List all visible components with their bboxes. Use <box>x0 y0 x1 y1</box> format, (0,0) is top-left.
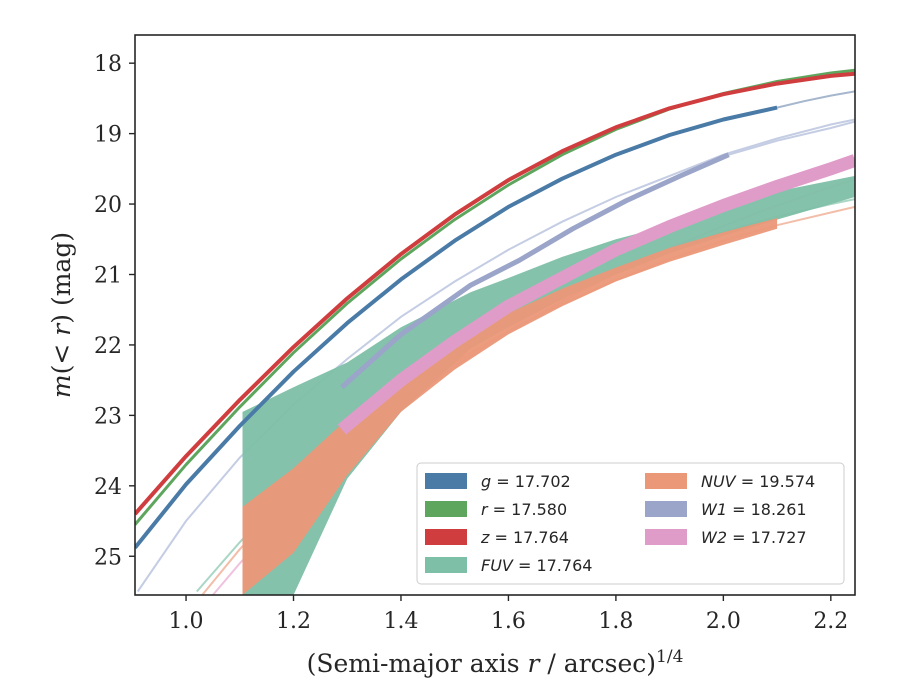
legend-swatch-r <box>425 501 467 517</box>
legend-entry-fuv: FUV = 17.764 <box>481 556 592 575</box>
axis-ticks: 1.0 1.2 1.4 1.6 1.8 2.0 2.2 18 19 20 21 22 23 24 25 <box>94 52 848 634</box>
plot-frame <box>134 34 856 596</box>
legend-entry-z: z = 17.764 <box>480 528 569 547</box>
plot-area <box>135 68 855 595</box>
series-line-g <box>135 105 778 550</box>
x-tick-label: 1.6 <box>491 609 526 634</box>
x-tick-label: 1.8 <box>598 609 633 634</box>
legend-entry-nuv: NUV = 19.574 <box>701 472 815 491</box>
legend-swatch-nuv <box>645 473 687 489</box>
legend-entry-w2: W2 = 17.727 <box>701 528 807 547</box>
y-tick-label: 25 <box>94 545 122 570</box>
y-tick-label: 23 <box>94 404 122 429</box>
legend-swatch-w2 <box>645 529 687 545</box>
y-tick-label: 21 <box>94 263 122 288</box>
y-tick-label: 22 <box>94 334 122 359</box>
x-tick-label: 1.2 <box>276 609 311 634</box>
legend-swatch-g <box>425 473 467 489</box>
legend-box <box>416 462 845 585</box>
faint-curve-6 <box>728 120 855 156</box>
y-axis-label: m(< r) (mag) <box>47 232 76 398</box>
faint-curve-5 <box>776 90 855 109</box>
legend: g = 17.702 r = 17.580 z = 17.764 FUV = 17.7… <box>416 462 845 585</box>
x-tick-label: 2.0 <box>706 609 741 634</box>
legend-swatch-z <box>425 529 467 545</box>
x-tick-label: 1.4 <box>383 609 418 634</box>
legend-swatch-fuv <box>425 557 467 573</box>
series-line-z <box>135 71 855 516</box>
x-tick-label: 2.2 <box>813 609 848 634</box>
series-band-fuv <box>242 175 855 595</box>
legend-entry-g: g = 17.702 <box>481 472 571 491</box>
y-tick-label: 24 <box>94 475 122 500</box>
series-line-w1 <box>340 152 730 390</box>
legend-swatch-w1 <box>645 501 687 517</box>
y-tick-label: 18 <box>94 52 122 77</box>
legend-entry-r: r = 17.580 <box>481 500 567 519</box>
y-tick-label: 20 <box>94 193 122 218</box>
series-line-w2 <box>337 154 855 435</box>
y-tick-label: 19 <box>94 123 122 148</box>
legend-entry-w1: W1 = 18.261 <box>701 500 807 519</box>
x-tick-label: 1.0 <box>169 609 204 634</box>
x-axis-label: (Semi-major axis r / arcsec)1/4 <box>307 647 684 678</box>
